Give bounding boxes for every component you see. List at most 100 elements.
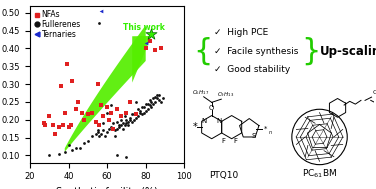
Text: S: S <box>251 133 255 139</box>
Point <box>73 108 79 111</box>
Text: PTQ10: PTQ10 <box>209 170 238 180</box>
Point <box>65 143 71 146</box>
Point <box>108 111 114 114</box>
Point <box>42 124 49 127</box>
Point <box>85 140 91 143</box>
Text: N: N <box>216 118 221 124</box>
Point <box>137 111 143 114</box>
Point <box>143 102 149 105</box>
Point <box>58 84 64 87</box>
Point <box>147 40 153 43</box>
Point <box>112 129 118 132</box>
Point <box>123 156 129 159</box>
Point <box>75 100 81 103</box>
Point <box>110 127 116 130</box>
Point <box>116 124 122 127</box>
Point <box>133 100 139 103</box>
Point <box>50 124 56 127</box>
Point <box>118 115 124 118</box>
Point <box>110 127 116 130</box>
Point <box>56 152 62 155</box>
Text: N: N <box>202 118 207 124</box>
Point <box>127 100 133 103</box>
Point <box>143 42 149 45</box>
Point <box>70 79 76 82</box>
Point <box>41 122 47 125</box>
Point <box>114 154 120 157</box>
Point <box>100 122 106 125</box>
Point <box>92 132 99 136</box>
Point <box>89 134 95 137</box>
Point <box>152 100 158 103</box>
Point <box>147 104 153 107</box>
Text: $C_6H_{17}$: $C_6H_{17}$ <box>192 88 209 97</box>
Point <box>70 149 76 152</box>
Point <box>158 100 164 103</box>
Point <box>118 118 124 121</box>
Text: ✓  High PCE: ✓ High PCE <box>214 28 268 37</box>
Point <box>62 150 68 153</box>
Text: F: F <box>222 138 226 144</box>
Point <box>150 102 156 105</box>
X-axis label: Synthetic facility (%): Synthetic facility (%) <box>56 187 158 189</box>
Point <box>141 111 147 114</box>
Point <box>46 154 52 157</box>
Point <box>102 134 108 137</box>
Text: {: { <box>194 36 213 66</box>
Text: Up-scaling: Up-scaling <box>320 45 376 57</box>
Point <box>65 125 71 128</box>
Point <box>114 108 120 111</box>
Point <box>152 49 158 52</box>
Point <box>79 111 85 114</box>
Point <box>114 120 120 123</box>
Point <box>108 104 114 107</box>
Point <box>143 109 149 112</box>
Point <box>99 132 105 136</box>
Text: ✓  Facile synthesis: ✓ Facile synthesis <box>214 46 299 56</box>
Point <box>104 111 110 114</box>
Point <box>154 93 160 96</box>
Point <box>156 99 162 102</box>
Text: O: O <box>372 91 376 95</box>
Text: ✓  Good stability: ✓ Good stability <box>214 65 291 74</box>
Point <box>127 116 133 119</box>
Point <box>147 99 153 102</box>
Point <box>89 111 95 114</box>
Point <box>123 122 129 125</box>
Point <box>145 102 151 105</box>
Point <box>104 131 110 134</box>
Point <box>149 33 155 36</box>
Text: PC$_{61}$BM: PC$_{61}$BM <box>302 167 337 180</box>
Point <box>145 108 151 111</box>
Point <box>129 120 135 123</box>
Point <box>160 97 166 100</box>
Point <box>118 124 124 127</box>
Point <box>94 131 100 134</box>
Point <box>131 118 137 121</box>
Point <box>114 127 120 130</box>
Point <box>125 124 131 127</box>
Point <box>94 129 100 132</box>
Point <box>100 115 106 118</box>
Point <box>125 120 131 123</box>
Point <box>96 134 102 137</box>
Point <box>133 113 139 116</box>
Point <box>156 93 162 96</box>
Point <box>137 109 143 112</box>
Point <box>64 63 70 66</box>
Text: This work: This work <box>123 23 164 32</box>
Point <box>46 115 52 118</box>
Point <box>99 104 105 107</box>
Point <box>123 111 129 114</box>
Text: $C_9H_{13}$: $C_9H_{13}$ <box>217 90 235 99</box>
Point <box>56 125 62 128</box>
Point <box>131 113 137 116</box>
Point <box>112 134 118 137</box>
Polygon shape <box>65 25 146 152</box>
Point <box>96 22 102 25</box>
Point <box>135 108 141 111</box>
Point <box>92 120 99 123</box>
Point <box>150 97 156 100</box>
Point <box>85 113 91 116</box>
Point <box>139 106 145 109</box>
